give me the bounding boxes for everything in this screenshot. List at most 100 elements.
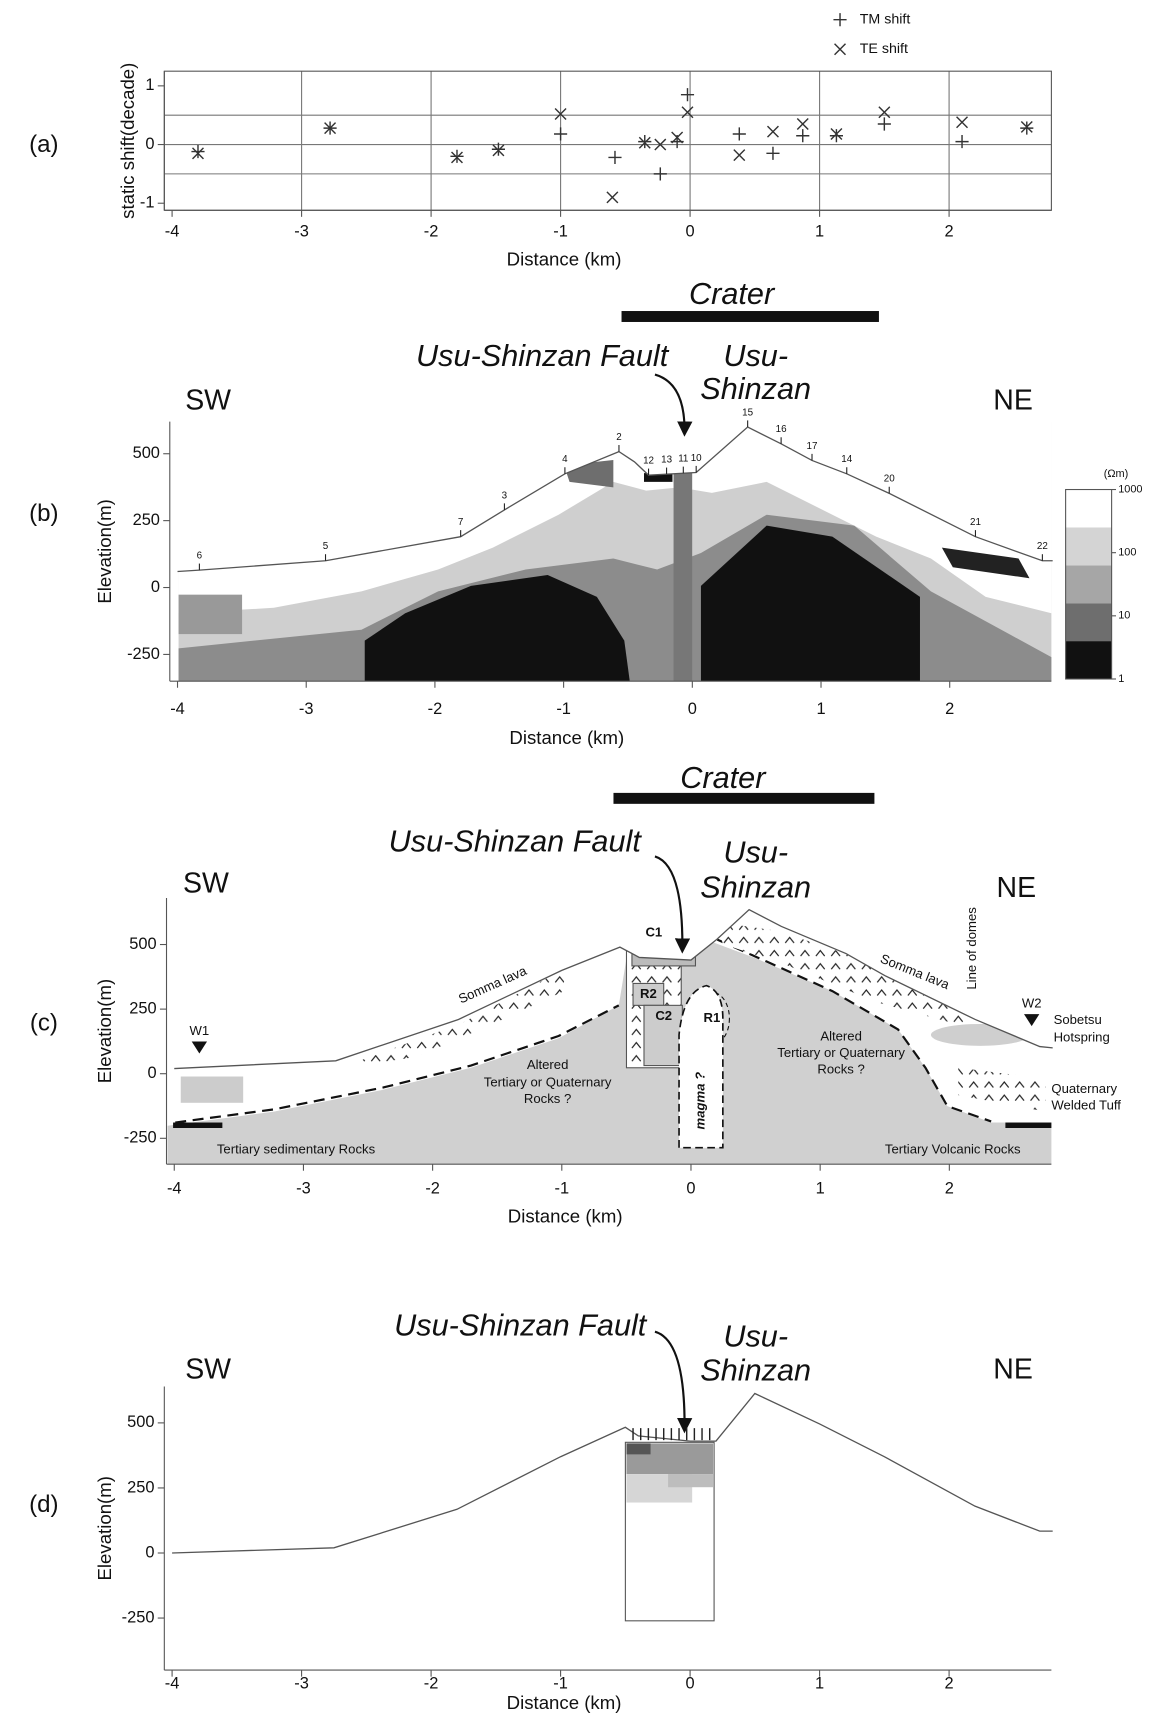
marker (1020, 122, 1033, 135)
legend-marker (833, 13, 846, 26)
direction-label: NE (993, 1354, 1033, 1386)
station-label: 12 (643, 456, 654, 467)
colorbar-tick-label: 10 (1118, 610, 1130, 622)
marker (797, 119, 808, 130)
station-label: 22 (1037, 541, 1048, 552)
welded-tuff (958, 1068, 1046, 1112)
crater-label: Crater (689, 277, 776, 311)
station-label: 6 (197, 551, 203, 562)
annotation: Quaternary (1051, 1081, 1117, 1096)
colorbar-tick-label: 1000 (1118, 483, 1142, 495)
y-tick-label: 250 (129, 999, 156, 1017)
annotation: Welded Tuff (1051, 1098, 1121, 1113)
x-axis-label: Distance (km) (507, 249, 622, 270)
crater-bar (622, 311, 879, 322)
marker (766, 147, 779, 160)
y-tick-label: 0 (145, 1543, 154, 1561)
station-label: 14 (841, 454, 852, 465)
colorbar-tick-label: 1 (1118, 673, 1124, 685)
station-label: 21 (970, 517, 981, 528)
station-label: 17 (807, 441, 818, 452)
peak-label: Shinzan (700, 1353, 811, 1387)
x-tick-label: -3 (299, 700, 314, 718)
direction-label: NE (993, 384, 1033, 416)
y-axis-label: static shift(decade) (117, 63, 138, 219)
marker (682, 107, 693, 118)
marker (608, 151, 621, 164)
marker (955, 135, 968, 148)
peak-label: Usu- (723, 1319, 788, 1353)
x-tick-label: -1 (553, 223, 568, 241)
x-tick-label: 0 (688, 700, 697, 718)
colorbar-band (1066, 527, 1112, 565)
panel-label: (d) (29, 1491, 58, 1518)
peak-label: Usu- (723, 835, 788, 869)
x-tick-label: 0 (686, 1180, 695, 1198)
y-tick-label: -250 (127, 645, 160, 663)
marker (450, 150, 463, 163)
station-label: 15 (742, 407, 753, 418)
annotation: W2 (1022, 996, 1042, 1011)
x-tick-label: 1 (815, 223, 824, 241)
annotation: Tertiary sedimentary Rocks (217, 1141, 376, 1156)
colorbar-band (1066, 641, 1112, 679)
figure: Crater Usu-Shinzan Fault Usu- Shinzan SW… (0, 0, 1150, 1715)
marker (681, 88, 694, 101)
x-tick-label: -4 (165, 223, 180, 241)
y-tick-label: -1 (140, 194, 155, 212)
direction-label: SW (185, 384, 231, 416)
annotation: R1 (704, 1010, 721, 1025)
y-tick-label: 0 (145, 135, 154, 153)
y-tick-label: 0 (148, 1064, 157, 1082)
station-label: 3 (502, 490, 508, 501)
station-label: 2 (616, 432, 621, 443)
station-label: 20 (884, 474, 895, 485)
station-label: 4 (562, 454, 568, 465)
model-cell (626, 1443, 650, 1454)
marker (796, 129, 809, 142)
annotation: Sobetsu (1054, 1012, 1102, 1027)
x-tick-label: -4 (170, 700, 185, 718)
x-tick-label: 2 (945, 1675, 954, 1693)
y-tick-label: 250 (127, 1478, 154, 1496)
station-label: 10 (691, 453, 702, 464)
annotation: Altered (527, 1057, 569, 1072)
direction-label: SW (183, 867, 229, 899)
x-tick-label: -2 (424, 223, 439, 241)
x-tick-label: -1 (555, 1180, 570, 1198)
legend-marker (835, 44, 846, 55)
marker (878, 117, 891, 130)
x-tick-label: -2 (425, 1180, 440, 1198)
annotation: Line of domes (964, 907, 979, 990)
x-tick-label: 1 (815, 1675, 824, 1693)
x-tick-label: -1 (556, 700, 571, 718)
annotation: Rocks ? (524, 1091, 571, 1106)
shade (179, 595, 243, 634)
station-label: 16 (776, 424, 787, 435)
panel-label: (b) (29, 500, 58, 527)
x-tick-label: -3 (294, 1675, 309, 1693)
y-tick-label: -250 (122, 1608, 155, 1626)
fault-label: Usu-Shinzan Fault (389, 824, 643, 858)
x-tick-label: -3 (294, 223, 309, 241)
direction-label: SW (185, 1354, 231, 1386)
colorbar-band (1066, 490, 1112, 528)
annotation: Tertiary Volcanic Rocks (885, 1141, 1021, 1156)
annotation: Rocks ? (817, 1061, 864, 1076)
colorbar-band (1066, 603, 1112, 641)
x-tick-label: -4 (165, 1675, 180, 1693)
x-tick-label: 0 (686, 1675, 695, 1693)
annotation: Tertiary or Quaternary (777, 1045, 905, 1060)
y-tick-label: 250 (133, 511, 160, 529)
x-axis-label: Distance (km) (508, 1206, 623, 1227)
marker (957, 117, 968, 128)
annotation: Hotspring (1054, 1030, 1110, 1045)
colorbar-band (1066, 565, 1112, 603)
annotation: Tertiary or Quaternary (484, 1075, 612, 1090)
fault-label: Usu-Shinzan Fault (416, 339, 670, 373)
annotation: R2 (640, 986, 657, 1001)
y-tick-label: 500 (127, 1413, 154, 1431)
y-axis-label: Elevation(m) (94, 1476, 115, 1580)
marker (191, 145, 204, 158)
marker (734, 150, 745, 161)
